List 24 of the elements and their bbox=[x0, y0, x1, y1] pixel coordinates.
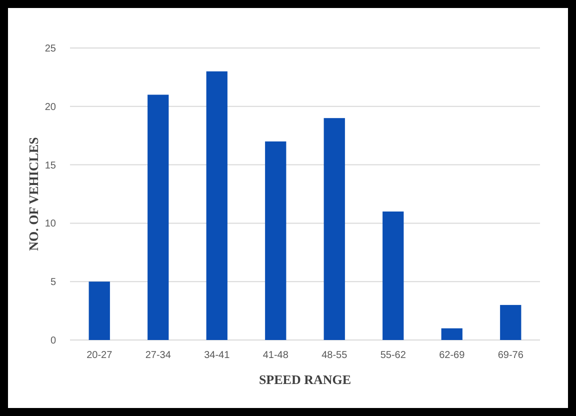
y-tick-label: 15 bbox=[44, 160, 56, 172]
bar bbox=[265, 141, 286, 340]
x-tick-label: 34-41 bbox=[204, 350, 230, 361]
y-tick-label: 0 bbox=[50, 336, 56, 346]
bar bbox=[382, 212, 404, 340]
y-tick-label: 5 bbox=[50, 277, 56, 288]
y-tick-label: 25 bbox=[44, 44, 56, 54]
bar bbox=[148, 94, 169, 340]
bar bbox=[206, 71, 228, 340]
x-tick-label: 41-48 bbox=[262, 350, 289, 361]
x-tick-label: 55-62 bbox=[380, 350, 406, 361]
x-tick-label: 48-55 bbox=[322, 350, 348, 361]
bar bbox=[324, 118, 345, 340]
bar bbox=[441, 328, 462, 340]
y-axis-title: NO. OF VEHICLES bbox=[26, 137, 41, 251]
bar bbox=[500, 304, 522, 340]
x-tick-label: 27-34 bbox=[145, 350, 172, 361]
y-tick-label: 20 bbox=[44, 102, 56, 113]
x-axis-title: SPEED RANGE bbox=[258, 372, 352, 387]
x-tick-label: 20-27 bbox=[86, 350, 113, 361]
x-tick-label: 62-69 bbox=[439, 350, 466, 361]
x-tick-label: 69-76 bbox=[498, 350, 524, 361]
bar bbox=[88, 282, 110, 340]
y-tick-label: 10 bbox=[44, 218, 56, 230]
